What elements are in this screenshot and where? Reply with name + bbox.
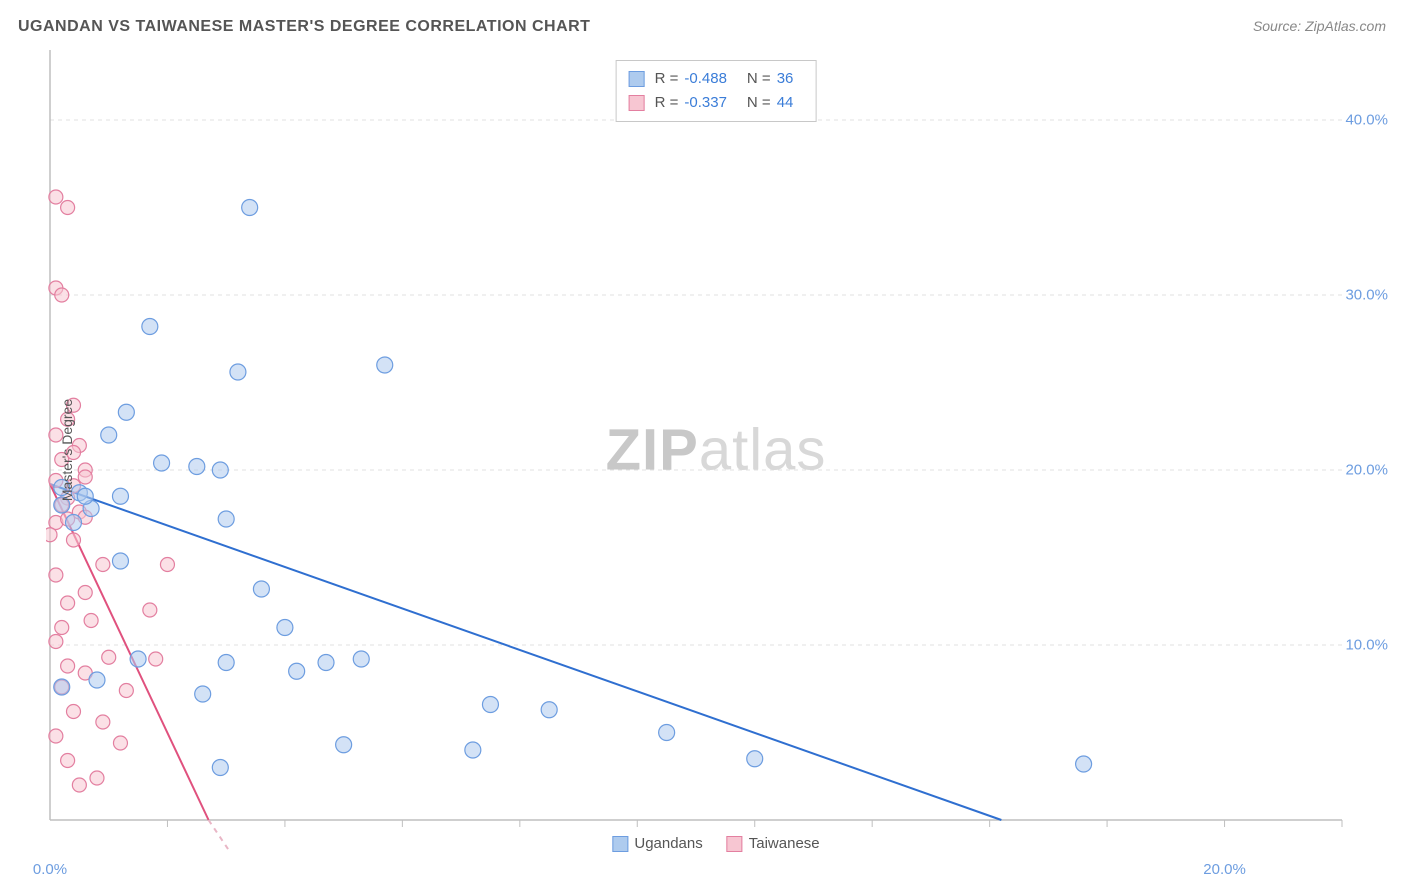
y-tick-label: 10.0% [1345,637,1388,654]
y-tick-label: 20.0% [1345,462,1388,479]
y-axis-label: Master's Degree [59,399,75,501]
stats-row-taiwanese: R = -0.337 N = 44 [629,91,804,115]
r-label: R = [655,91,679,115]
n-label: N = [747,67,771,91]
n-label: N = [747,91,771,115]
y-tick-label: 30.0% [1345,287,1388,304]
legend-item-ugandans: Ugandans [612,835,702,852]
scatter-chart [46,50,1386,850]
x-tick-label: 20.0% [1203,861,1246,878]
chart-title: UGANDAN VS TAIWANESE MASTER'S DEGREE COR… [18,18,590,36]
source-label: Source: ZipAtlas.com [1253,18,1386,34]
r-value-taiwanese: -0.337 [684,91,727,115]
swatch-ugandans [629,71,645,87]
chart-container: Master's Degree ZIPatlas R = -0.488 N = … [46,50,1386,850]
legend-swatch-taiwanese [727,836,743,852]
stats-row-ugandans: R = -0.488 N = 36 [629,67,804,91]
swatch-taiwanese [629,95,645,111]
y-tick-label: 40.0% [1345,112,1388,129]
n-value-ugandans: 36 [777,67,794,91]
legend-item-taiwanese: Taiwanese [727,835,820,852]
legend-label-ugandans: Ugandans [634,835,702,852]
r-label: R = [655,67,679,91]
n-value-taiwanese: 44 [777,91,794,115]
x-tick-label: 0.0% [33,861,67,878]
legend-label-taiwanese: Taiwanese [749,835,820,852]
bottom-legend: Ugandans Taiwanese [612,835,819,852]
stats-box: R = -0.488 N = 36 R = -0.337 N = 44 [616,60,817,122]
legend-swatch-ugandans [612,836,628,852]
r-value-ugandans: -0.488 [684,67,727,91]
